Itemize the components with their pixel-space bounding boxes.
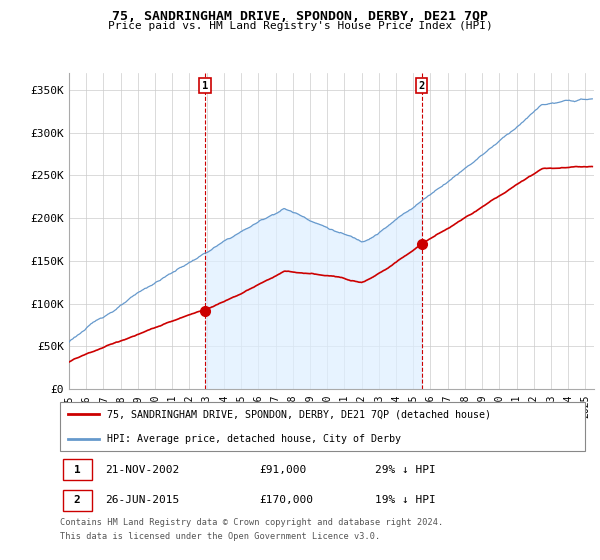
Text: 1: 1: [202, 81, 208, 91]
Text: 2: 2: [418, 81, 425, 91]
Text: 29% ↓ HPI: 29% ↓ HPI: [375, 465, 436, 474]
Text: £170,000: £170,000: [260, 496, 314, 505]
FancyBboxPatch shape: [62, 459, 91, 480]
Text: 75, SANDRINGHAM DRIVE, SPONDON, DERBY, DE21 7QP (detached house): 75, SANDRINGHAM DRIVE, SPONDON, DERBY, D…: [107, 409, 491, 419]
Text: 2: 2: [74, 496, 80, 505]
Text: 1: 1: [74, 465, 80, 474]
Text: Price paid vs. HM Land Registry's House Price Index (HPI): Price paid vs. HM Land Registry's House …: [107, 21, 493, 31]
Text: £91,000: £91,000: [260, 465, 307, 474]
Text: Contains HM Land Registry data © Crown copyright and database right 2024.: Contains HM Land Registry data © Crown c…: [60, 518, 443, 527]
FancyBboxPatch shape: [62, 490, 91, 511]
Text: 21-NOV-2002: 21-NOV-2002: [104, 465, 179, 474]
Text: 26-JUN-2015: 26-JUN-2015: [104, 496, 179, 505]
Text: HPI: Average price, detached house, City of Derby: HPI: Average price, detached house, City…: [107, 434, 401, 444]
FancyBboxPatch shape: [60, 402, 585, 451]
Text: 75, SANDRINGHAM DRIVE, SPONDON, DERBY, DE21 7QP: 75, SANDRINGHAM DRIVE, SPONDON, DERBY, D…: [112, 10, 488, 23]
Text: 19% ↓ HPI: 19% ↓ HPI: [375, 496, 436, 505]
Text: This data is licensed under the Open Government Licence v3.0.: This data is licensed under the Open Gov…: [60, 532, 380, 541]
